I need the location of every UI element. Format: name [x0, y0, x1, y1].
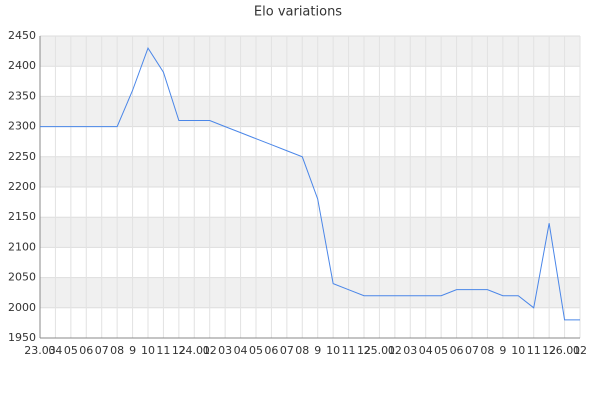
y-tick-label: 2050 — [8, 271, 36, 284]
grid-band — [40, 36, 580, 67]
x-tick-label: 11 — [527, 344, 541, 357]
x-tick-label: 12 — [542, 344, 556, 357]
x-tick-label: 07 — [465, 344, 479, 357]
chart-title: Elo variations — [254, 5, 342, 20]
y-tick-label: 1950 — [8, 331, 36, 344]
x-tick-label: 03 — [218, 344, 232, 357]
grid-band — [40, 277, 580, 308]
x-tick-label: 04 — [234, 344, 248, 357]
x-tick-label: 10 — [326, 344, 340, 357]
x-tick-label: 02 — [388, 344, 402, 357]
x-tick-label: 10 — [511, 344, 525, 357]
x-tick-label: 05 — [64, 344, 78, 357]
x-tick-label: 06 — [264, 344, 278, 357]
x-tick-label: 11 — [342, 344, 356, 357]
y-tick-label: 2350 — [8, 89, 36, 102]
y-tick-label: 2100 — [8, 240, 36, 253]
x-tick-label: 02 — [203, 344, 217, 357]
x-tick-label: 9 — [314, 344, 321, 357]
y-tick-label: 2250 — [8, 150, 36, 163]
x-tick-label: 07 — [280, 344, 294, 357]
x-tick-label: 06 — [450, 344, 464, 357]
grid-band — [40, 96, 580, 127]
x-tick-label: 12 — [357, 344, 371, 357]
x-tick-label: 25.01 — [364, 344, 396, 357]
x-tick-label: 03 — [403, 344, 417, 357]
x-tick-label: 02 — [573, 344, 587, 357]
x-tick-label: 24.01 — [179, 344, 211, 357]
x-tick-label: 04 — [419, 344, 433, 357]
grid-band — [40, 156, 580, 187]
x-tick-label: 07 — [95, 344, 109, 357]
y-tick-label: 2300 — [8, 120, 36, 133]
x-tick-label: 05 — [434, 344, 448, 357]
y-tick-label: 2150 — [8, 210, 36, 223]
x-tick-label: 05 — [249, 344, 263, 357]
grid-band — [40, 217, 580, 248]
y-tick-label: 2400 — [8, 59, 36, 72]
x-tick-label: 23.03 — [24, 344, 56, 357]
x-tick-label: 12 — [172, 344, 186, 357]
x-tick-label: 26.01 — [549, 344, 581, 357]
x-tick-label: 04 — [48, 344, 62, 357]
x-tick-label: 9 — [129, 344, 136, 357]
y-tick-label: 2000 — [8, 301, 36, 314]
x-tick-label: 11 — [156, 344, 170, 357]
x-tick-label: 08 — [295, 344, 309, 357]
x-tick-label: 08 — [480, 344, 494, 357]
series-line — [40, 46, 580, 321]
x-tick-label: 10 — [141, 344, 155, 357]
x-tick-label: 9 — [499, 344, 506, 357]
x-tick-label: 08 — [110, 344, 124, 357]
y-tick-label: 2200 — [8, 180, 36, 193]
y-tick-label: 2450 — [8, 29, 36, 42]
x-tick-label: 06 — [79, 344, 93, 357]
